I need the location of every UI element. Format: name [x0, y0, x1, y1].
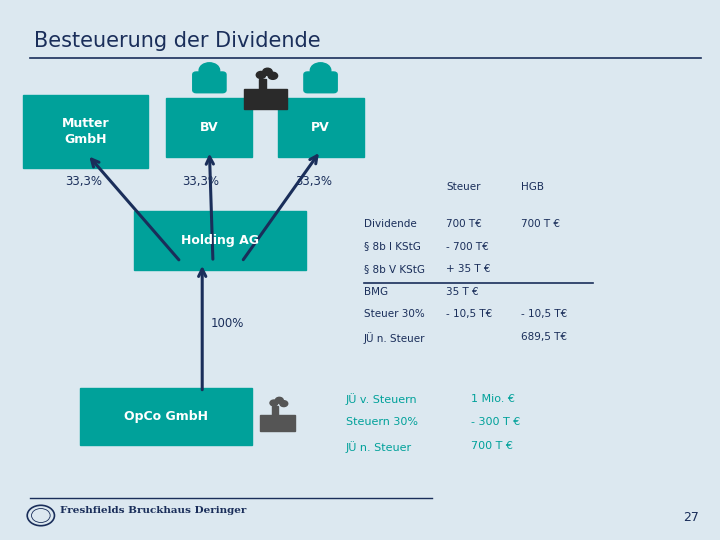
- Bar: [272, 406, 279, 415]
- Text: Besteuerung der Dividende: Besteuerung der Dividende: [34, 31, 320, 51]
- Text: 35 T €: 35 T €: [446, 287, 479, 296]
- Text: 689,5 T€: 689,5 T€: [521, 332, 567, 342]
- Text: BV: BV: [200, 121, 219, 134]
- FancyBboxPatch shape: [81, 388, 253, 444]
- Text: JÜ n. Steuer: JÜ n. Steuer: [364, 332, 425, 343]
- Text: § 8b V KStG: § 8b V KStG: [364, 264, 425, 274]
- Text: BMG: BMG: [364, 287, 387, 296]
- Text: 33,3%: 33,3%: [295, 175, 332, 188]
- Text: JÜ n. Steuer: JÜ n. Steuer: [346, 441, 412, 453]
- Text: OpCo GmbH: OpCo GmbH: [125, 410, 208, 423]
- Text: Dividende: Dividende: [364, 219, 416, 229]
- Text: § 8b I KStG: § 8b I KStG: [364, 241, 420, 252]
- Text: - 10,5 T€: - 10,5 T€: [521, 309, 567, 319]
- Text: Steuern 30%: Steuern 30%: [346, 417, 418, 427]
- FancyBboxPatch shape: [244, 90, 287, 109]
- Circle shape: [280, 401, 288, 407]
- Text: 33,3%: 33,3%: [66, 175, 102, 188]
- Circle shape: [256, 71, 266, 78]
- Circle shape: [275, 397, 283, 403]
- Text: Steuer 30%: Steuer 30%: [364, 309, 424, 319]
- Circle shape: [310, 63, 330, 78]
- Text: 700 T €: 700 T €: [521, 219, 560, 229]
- FancyBboxPatch shape: [23, 96, 148, 168]
- Text: 700 T€: 700 T€: [446, 219, 482, 229]
- Text: Mutter
GmbH: Mutter GmbH: [62, 117, 109, 146]
- Text: - 700 T€: - 700 T€: [446, 241, 489, 252]
- Text: + 35 T €: + 35 T €: [446, 264, 490, 274]
- Circle shape: [270, 400, 278, 406]
- Circle shape: [263, 68, 272, 75]
- Text: 27: 27: [683, 510, 698, 524]
- Text: 1 Mio. €: 1 Mio. €: [471, 394, 515, 403]
- Text: - 300 T €: - 300 T €: [471, 417, 521, 427]
- Text: 700 T €: 700 T €: [471, 441, 513, 451]
- Text: - 10,5 T€: - 10,5 T€: [446, 309, 492, 319]
- Text: Steuer: Steuer: [446, 182, 480, 192]
- Circle shape: [199, 63, 220, 78]
- Text: 33,3%: 33,3%: [182, 175, 220, 188]
- Text: HGB: HGB: [521, 182, 544, 192]
- Bar: [259, 79, 266, 90]
- FancyBboxPatch shape: [277, 98, 364, 157]
- FancyBboxPatch shape: [193, 72, 226, 93]
- FancyBboxPatch shape: [166, 98, 253, 157]
- FancyBboxPatch shape: [304, 72, 337, 93]
- Text: PV: PV: [311, 121, 330, 134]
- Text: 100%: 100%: [211, 317, 244, 330]
- Text: Holding AG: Holding AG: [181, 234, 259, 247]
- Text: JÜ v. Steuern: JÜ v. Steuern: [346, 394, 418, 406]
- Text: Freshfields Bruckhaus Deringer: Freshfields Bruckhaus Deringer: [60, 506, 246, 515]
- FancyBboxPatch shape: [134, 211, 306, 270]
- Circle shape: [268, 72, 278, 79]
- FancyBboxPatch shape: [260, 415, 295, 431]
